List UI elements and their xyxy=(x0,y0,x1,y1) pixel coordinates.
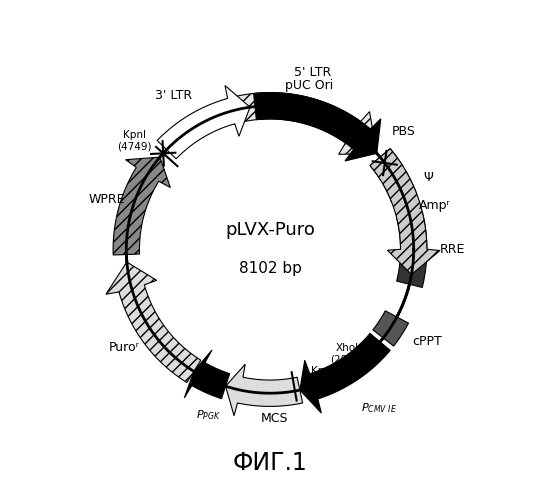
Polygon shape xyxy=(106,262,201,383)
Polygon shape xyxy=(226,364,302,416)
Polygon shape xyxy=(383,171,416,203)
Polygon shape xyxy=(397,212,427,287)
Text: pLVX-Puro: pLVX-Puro xyxy=(225,222,315,240)
Polygon shape xyxy=(230,93,377,154)
Circle shape xyxy=(126,106,414,393)
Text: 5' LTR: 5' LTR xyxy=(294,66,331,79)
Text: Puroʳ: Puroʳ xyxy=(109,341,139,354)
Text: WPRE: WPRE xyxy=(89,193,125,207)
Text: ФИГ.1: ФИГ.1 xyxy=(233,451,307,475)
Text: MCS: MCS xyxy=(261,412,288,425)
Text: $\mathit{P}_{PGK}$: $\mathit{P}_{PGK}$ xyxy=(196,408,221,422)
Text: KpnI
(2848): KpnI (2848) xyxy=(305,366,339,388)
Text: Ampʳ: Ampʳ xyxy=(419,199,451,212)
Text: 3' LTR: 3' LTR xyxy=(154,89,192,102)
Text: 8102 bp: 8102 bp xyxy=(239,261,301,276)
Polygon shape xyxy=(254,93,381,161)
Text: XhoI
(2817): XhoI (2817) xyxy=(330,343,365,365)
Text: pUC Ori: pUC Ori xyxy=(285,79,333,92)
Polygon shape xyxy=(370,149,440,274)
Polygon shape xyxy=(157,85,250,159)
Polygon shape xyxy=(373,311,409,346)
Text: cPPT: cPPT xyxy=(412,335,442,348)
Polygon shape xyxy=(370,149,403,180)
Text: KpnI
(4749): KpnI (4749) xyxy=(117,130,152,151)
Polygon shape xyxy=(184,350,230,399)
Text: RRE: RRE xyxy=(440,243,465,256)
Text: $\mathit{P}_{CMV\ IE}$: $\mathit{P}_{CMV\ IE}$ xyxy=(361,401,397,415)
Text: Ψ: Ψ xyxy=(424,171,434,184)
Polygon shape xyxy=(113,157,170,255)
Polygon shape xyxy=(300,333,390,413)
Text: PBS: PBS xyxy=(392,125,416,138)
